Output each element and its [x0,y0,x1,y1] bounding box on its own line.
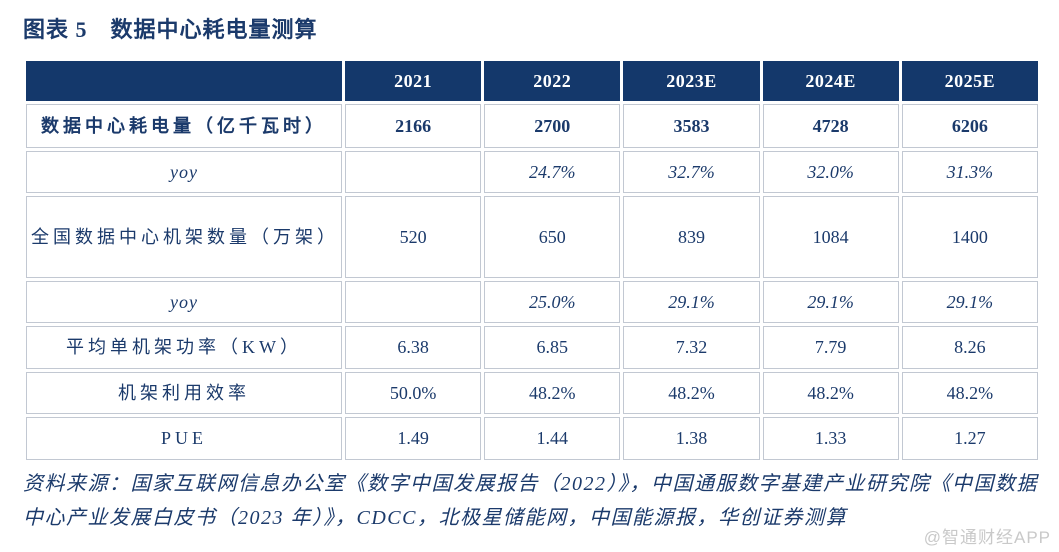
cell: 24.7% [484,151,621,193]
cell: 2700 [484,104,621,148]
col-header-2025e: 2025E [901,61,1038,101]
cell: 1400 [901,196,1038,278]
table-row-power-consumption: 数据中心耗电量（亿千瓦时） 2166 2700 3583 4728 6206 [26,104,1038,148]
cell: 6.38 [345,326,482,369]
table-row-pue: PUE 1.49 1.44 1.38 1.33 1.27 [26,417,1038,460]
cell: 520 [345,196,482,278]
cell: 48.2% [901,372,1038,414]
col-header-2022: 2022 [484,61,621,101]
cell: 4728 [762,104,899,148]
watermark: @智通财经APP [923,528,1051,547]
cell: 1.33 [762,417,899,460]
row-label: yoy [26,281,342,323]
header-row: 2021 2022 2023E 2024E 2025E [26,61,1038,101]
cell: 50.0% [345,372,482,414]
row-label: 机架利用效率 [26,372,342,414]
col-header-2021: 2021 [345,61,482,101]
figure-title: 图表 5 数据中心耗电量测算 [23,17,318,42]
cell: 32.7% [623,151,760,193]
cell: 48.2% [484,372,621,414]
cell: 1.38 [623,417,760,460]
source-note: 资料来源：国家互联网信息办公室《数字中国发展报告（2022）》，中国通服数字基建… [23,473,1038,529]
table-row-rack-utilization: 机架利用效率 50.0% 48.2% 48.2% 48.2% 48.2% [26,372,1038,414]
cell: 1.49 [345,417,482,460]
cell: 7.79 [762,326,899,369]
cell: 29.1% [623,281,760,323]
cell: 48.2% [623,372,760,414]
cell: 839 [623,196,760,278]
cell [345,151,482,193]
cell: 8.26 [901,326,1038,369]
data-table: 2021 2022 2023E 2024E 2025E 数据中心耗电量（亿千瓦时… [23,58,1041,463]
cell: 1084 [762,196,899,278]
col-header-2024e: 2024E [762,61,899,101]
cell: 650 [484,196,621,278]
table-row-rack-count: 全国数据中心机架数量（万架） 520 650 839 1084 1400 [26,196,1038,278]
cell: 3583 [623,104,760,148]
cell: 31.3% [901,151,1038,193]
cell: 2166 [345,104,482,148]
cell: 29.1% [762,281,899,323]
row-label: 平均单机架功率（KW） [26,326,342,369]
cell: 1.27 [901,417,1038,460]
table-row-yoy-power: yoy 24.7% 32.7% 32.0% 31.3% [26,151,1038,193]
cell: 32.0% [762,151,899,193]
col-header-2023e: 2023E [623,61,760,101]
cell: 1.44 [484,417,621,460]
table-row-yoy-rack: yoy 25.0% 29.1% 29.1% 29.1% [26,281,1038,323]
cell: 48.2% [762,372,899,414]
cell: 29.1% [901,281,1038,323]
cell: 25.0% [484,281,621,323]
row-label: 全国数据中心机架数量（万架） [26,196,342,278]
row-label: PUE [26,417,342,460]
cell [345,281,482,323]
row-label: 数据中心耗电量（亿千瓦时） [26,104,342,148]
row-label: yoy [26,151,342,193]
cell: 6206 [901,104,1038,148]
cell: 7.32 [623,326,760,369]
table-row-avg-rack-power: 平均单机架功率（KW） 6.38 6.85 7.32 7.79 8.26 [26,326,1038,369]
cell: 6.85 [484,326,621,369]
col-header-empty [26,61,342,101]
